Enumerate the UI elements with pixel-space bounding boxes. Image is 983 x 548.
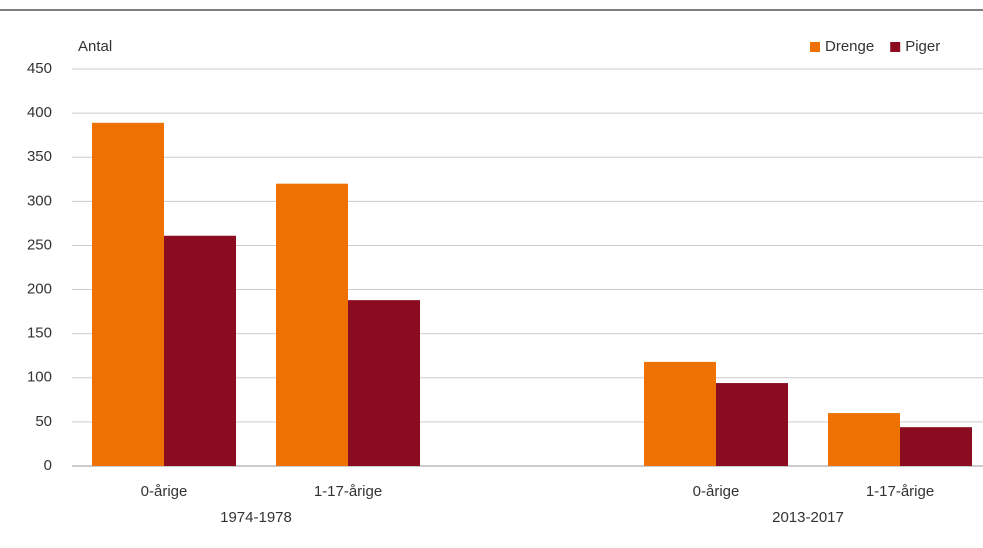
x-tick-label: 1-17-årige xyxy=(314,483,382,500)
bar xyxy=(716,383,788,466)
y-tick-label: 350 xyxy=(27,148,52,165)
y-tick-label: 200 xyxy=(27,281,52,298)
x-tick-label: 0-årige xyxy=(693,483,740,500)
y-tick-label: 300 xyxy=(27,192,52,209)
y-tick-label: 450 xyxy=(27,60,52,77)
bar xyxy=(276,183,348,466)
y-tick-label: 0 xyxy=(44,457,52,474)
legend-label: Piger xyxy=(905,38,940,55)
group-label: 1974-1978 xyxy=(220,509,292,526)
y-tick-label: 150 xyxy=(27,325,52,342)
x-tick-label: 0-årige xyxy=(141,483,188,500)
y-tick-label: 50 xyxy=(35,413,52,430)
y-tick-label: 250 xyxy=(27,236,52,253)
y-tick-label: 400 xyxy=(27,104,52,121)
y-tick-label: 100 xyxy=(27,369,52,386)
legend-label: Drenge xyxy=(825,38,874,55)
bar xyxy=(644,361,716,466)
legend-swatch xyxy=(810,42,820,52)
legend-swatch xyxy=(890,42,901,52)
group-label: 2013-2017 xyxy=(772,509,844,526)
bar xyxy=(92,122,164,466)
bar xyxy=(828,413,900,466)
y-axis-label: Antal xyxy=(78,38,112,55)
bar xyxy=(348,300,420,466)
bar xyxy=(164,235,236,466)
x-tick-label: 1-17-årige xyxy=(866,483,934,500)
bar xyxy=(900,427,972,466)
